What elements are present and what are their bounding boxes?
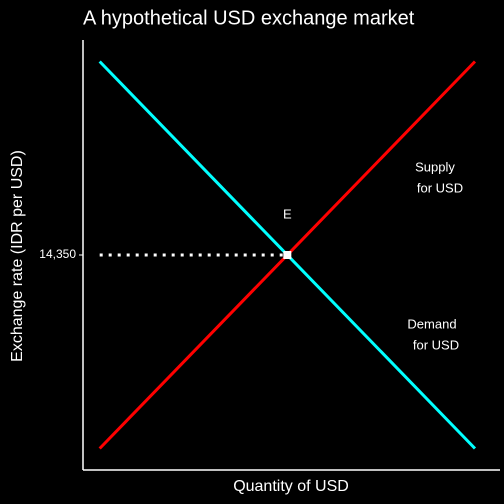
y-axis-title: Exchange rate (IDR per USD) <box>9 150 26 362</box>
equilibrium-point <box>283 251 292 259</box>
series-label: for USD <box>417 180 463 195</box>
equilibrium-label: E <box>283 206 292 221</box>
series-label: Demand <box>407 316 456 331</box>
series-label: Supply <box>415 159 455 174</box>
x-axis-title: Quantity of USD <box>233 478 349 495</box>
series-label: for USD <box>413 337 459 352</box>
y-tick-label: 14,350 <box>39 247 76 261</box>
chart-title: A hypothetical USD exchange market <box>83 7 415 29</box>
